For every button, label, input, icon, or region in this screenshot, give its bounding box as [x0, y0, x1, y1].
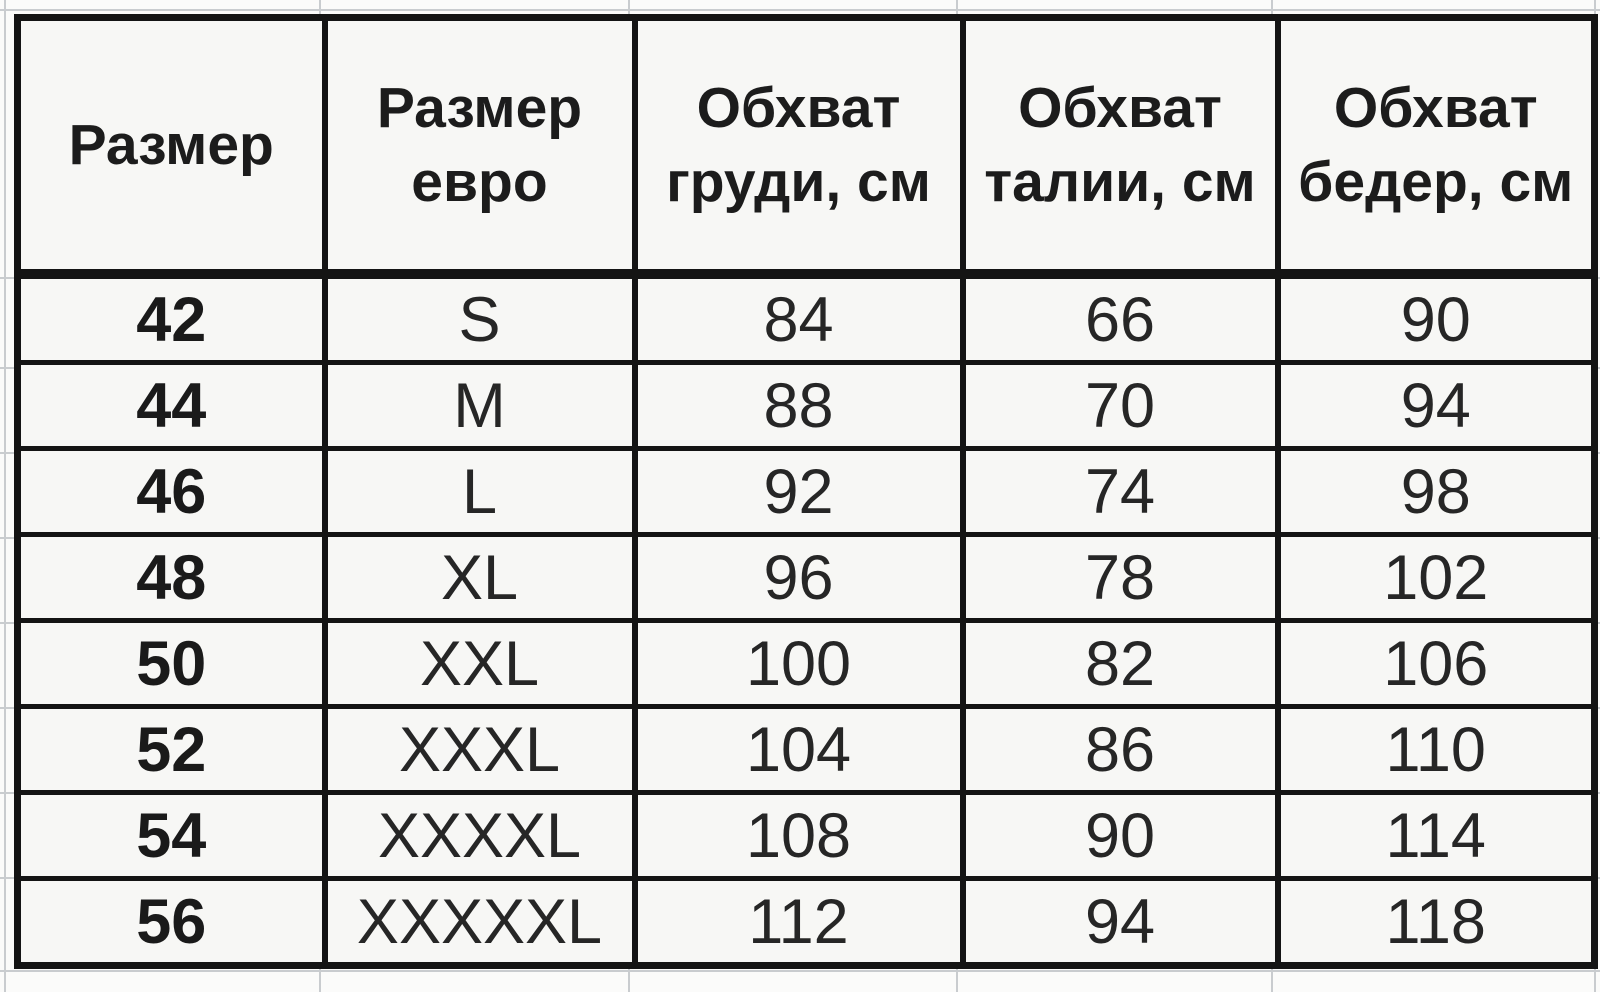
table-row: 52 XXXL 104 86 110 — [14, 704, 1598, 795]
cell-chest[interactable]: 104 — [631, 704, 966, 795]
cell-size[interactable]: 52 — [14, 704, 328, 795]
cell-size[interactable]: 50 — [14, 618, 328, 709]
cell-euro[interactable]: L — [321, 446, 638, 537]
cell-waist[interactable]: 70 — [959, 360, 1281, 451]
cell-waist[interactable]: 94 — [959, 876, 1281, 968]
table-row: 46 L 92 74 98 — [14, 446, 1598, 537]
cell-waist[interactable]: 74 — [959, 446, 1281, 537]
cell-size[interactable]: 46 — [14, 446, 328, 537]
cell-waist[interactable]: 78 — [959, 532, 1281, 623]
cell-euro[interactable]: S — [321, 271, 638, 365]
column-header-waist[interactable]: Обхват талии, см — [959, 14, 1281, 279]
cell-waist[interactable]: 90 — [959, 790, 1281, 881]
cell-chest[interactable]: 88 — [631, 360, 966, 451]
column-header-chest[interactable]: Обхват груди, см — [631, 14, 966, 279]
cell-hips[interactable]: 102 — [1274, 532, 1598, 623]
cell-euro[interactable]: XXXXXL — [321, 876, 638, 968]
table-row: 50 XXL 100 82 106 — [14, 618, 1598, 709]
column-header-size[interactable]: Размер — [14, 14, 328, 279]
column-header-hips[interactable]: Обхват бедер, см — [1274, 14, 1598, 279]
cell-hips[interactable]: 118 — [1274, 876, 1598, 968]
cell-chest[interactable]: 96 — [631, 532, 966, 623]
cell-chest[interactable]: 84 — [631, 271, 966, 365]
cell-euro[interactable]: XXXXL — [321, 790, 638, 881]
cell-chest[interactable]: 112 — [631, 876, 966, 968]
size-table-body: 42 S 84 66 90 44 M 88 70 94 46 L 92 74 9… — [14, 271, 1598, 968]
cell-chest[interactable]: 92 — [631, 446, 966, 537]
cell-size[interactable]: 56 — [14, 876, 328, 968]
cell-hips[interactable]: 94 — [1274, 360, 1598, 451]
cell-hips[interactable]: 90 — [1274, 271, 1598, 365]
size-chart-table: Размер Размер евро Обхват груди, см Обхв… — [14, 14, 1598, 969]
cell-euro[interactable]: XXL — [321, 618, 638, 709]
cell-hips[interactable]: 110 — [1274, 704, 1598, 795]
sheet-gridline-horizontal — [0, 970, 1600, 972]
cell-waist[interactable]: 86 — [959, 704, 1281, 795]
cell-hips[interactable]: 106 — [1274, 618, 1598, 709]
sheet-gridline-horizontal — [0, 9, 1600, 11]
cell-waist[interactable]: 82 — [959, 618, 1281, 709]
cell-euro[interactable]: M — [321, 360, 638, 451]
cell-euro[interactable]: XL — [321, 532, 638, 623]
cell-waist[interactable]: 66 — [959, 271, 1281, 365]
cell-hips[interactable]: 114 — [1274, 790, 1598, 881]
table-row: 44 M 88 70 94 — [14, 360, 1598, 451]
cell-size[interactable]: 44 — [14, 360, 328, 451]
cell-size[interactable]: 54 — [14, 790, 328, 881]
cell-chest[interactable]: 100 — [631, 618, 966, 709]
header-row: Размер Размер евро Обхват груди, см Обхв… — [14, 14, 1598, 279]
cell-size[interactable]: 48 — [14, 532, 328, 623]
table-row: 48 XL 96 78 102 — [14, 532, 1598, 623]
table-row: 54 XXXXL 108 90 114 — [14, 790, 1598, 881]
column-header-euro[interactable]: Размер евро — [321, 14, 638, 279]
sheet-gridline-vertical — [4, 0, 6, 992]
table-row: 56 XXXXXL 112 94 118 — [14, 876, 1598, 968]
cell-hips[interactable]: 98 — [1274, 446, 1598, 537]
table-row: 42 S 84 66 90 — [14, 271, 1598, 365]
cell-size[interactable]: 42 — [14, 271, 328, 365]
cell-euro[interactable]: XXXL — [321, 704, 638, 795]
cell-chest[interactable]: 108 — [631, 790, 966, 881]
